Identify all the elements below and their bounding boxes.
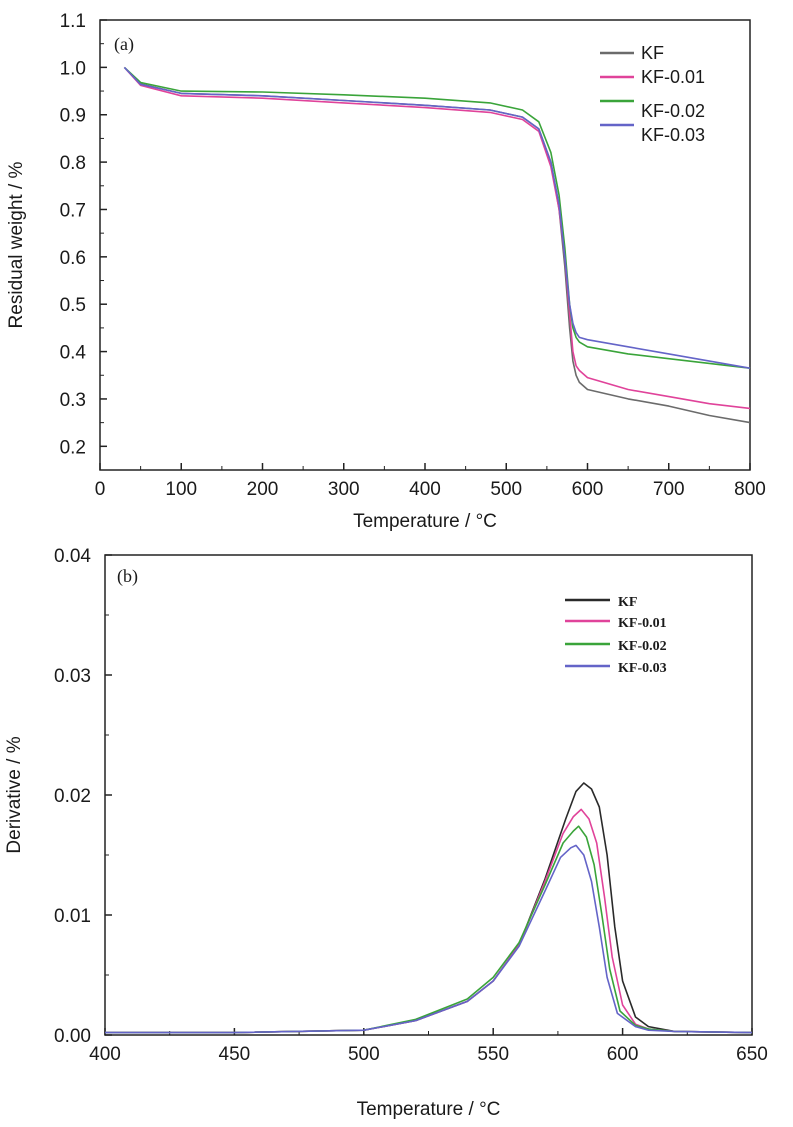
legend-label: KF-0.01 xyxy=(641,67,705,87)
series-line-kf-0-02 xyxy=(105,825,753,1034)
series-line-kf xyxy=(105,782,753,1034)
x-tick-label: 0 xyxy=(95,479,106,500)
legend-label: KF-0.02 xyxy=(641,101,705,121)
y-tick-label: 0.02 xyxy=(54,786,91,807)
legend-label: KF-0.01 xyxy=(618,616,667,631)
x-tick-label: 550 xyxy=(477,1044,509,1065)
series-line-kf-0-03 xyxy=(105,844,753,1034)
x-tick-label: 400 xyxy=(409,479,441,500)
x-tick-label: 450 xyxy=(219,1044,251,1065)
legend: KF KF-0.01 KF-0.02 KF-0.03 xyxy=(565,595,667,676)
x-tick-label: 200 xyxy=(247,479,279,500)
panel-label: (b) xyxy=(117,566,138,587)
y-tick-label: 0.3 xyxy=(60,390,86,411)
legend: KF KF-0.01 KF-0.02 KF-0.03 xyxy=(600,43,705,145)
series-line-kf-0-02 xyxy=(123,66,751,369)
x-tick-label: 600 xyxy=(607,1044,639,1065)
x-tick-label: 400 xyxy=(89,1044,121,1065)
y-tick-label: 0.4 xyxy=(60,343,87,364)
y-tick-label: 1.1 xyxy=(60,11,86,32)
panel-a-thermogravimetric-chart: 0 100 200 300 400 500 600 700 800 0.2 0.3 0.4 0.5 0.6… xyxy=(6,11,766,532)
y-axis-title: Derivative / % xyxy=(4,736,25,853)
x-tick-label: 800 xyxy=(734,479,766,500)
legend-label: KF-0.03 xyxy=(641,125,705,145)
legend-label: KF-0.03 xyxy=(618,661,667,676)
y-tick-label: 0.01 xyxy=(54,906,91,927)
x-tick-label: 650 xyxy=(736,1044,768,1065)
legend-label: KF-0.02 xyxy=(618,639,667,654)
y-tick-label: 0.04 xyxy=(54,546,91,567)
y-tick-label: 0.6 xyxy=(60,248,86,269)
y-tick-label: 0.9 xyxy=(60,106,86,127)
x-tick-label: 600 xyxy=(572,479,604,500)
series-line-kf-0-03 xyxy=(123,66,751,369)
x-tick-label: 500 xyxy=(348,1044,380,1065)
y-tick-label: 0.5 xyxy=(60,295,86,316)
x-tick-label: 100 xyxy=(165,479,197,500)
x-axis-title: Temperature / °C xyxy=(353,511,497,532)
legend-label: KF xyxy=(618,595,637,610)
legend-label: KF xyxy=(641,43,664,63)
panel-b-derivative-chart: 400 450 500 550 600 650 0.00 0.01 0.02 0.03 0.04 Te… xyxy=(4,546,768,1120)
y-tick-label: 0.2 xyxy=(60,437,86,458)
y-tick-label: 0.8 xyxy=(60,153,86,174)
y-axis-title: Residual weight / % xyxy=(6,161,27,328)
x-axis-title: Temperature / °C xyxy=(357,1099,501,1120)
y-tick-label: 1.0 xyxy=(60,58,86,79)
x-tick-label: 700 xyxy=(653,479,685,500)
x-tick-label: 300 xyxy=(328,479,360,500)
panel-label: (a) xyxy=(114,34,134,55)
x-tick-label: 500 xyxy=(490,479,522,500)
y-tick-label: 0.00 xyxy=(54,1026,91,1047)
y-tick-label: 0.03 xyxy=(54,666,91,687)
series-line-kf-0-01 xyxy=(105,808,753,1034)
y-tick-label: 0.7 xyxy=(60,200,86,221)
